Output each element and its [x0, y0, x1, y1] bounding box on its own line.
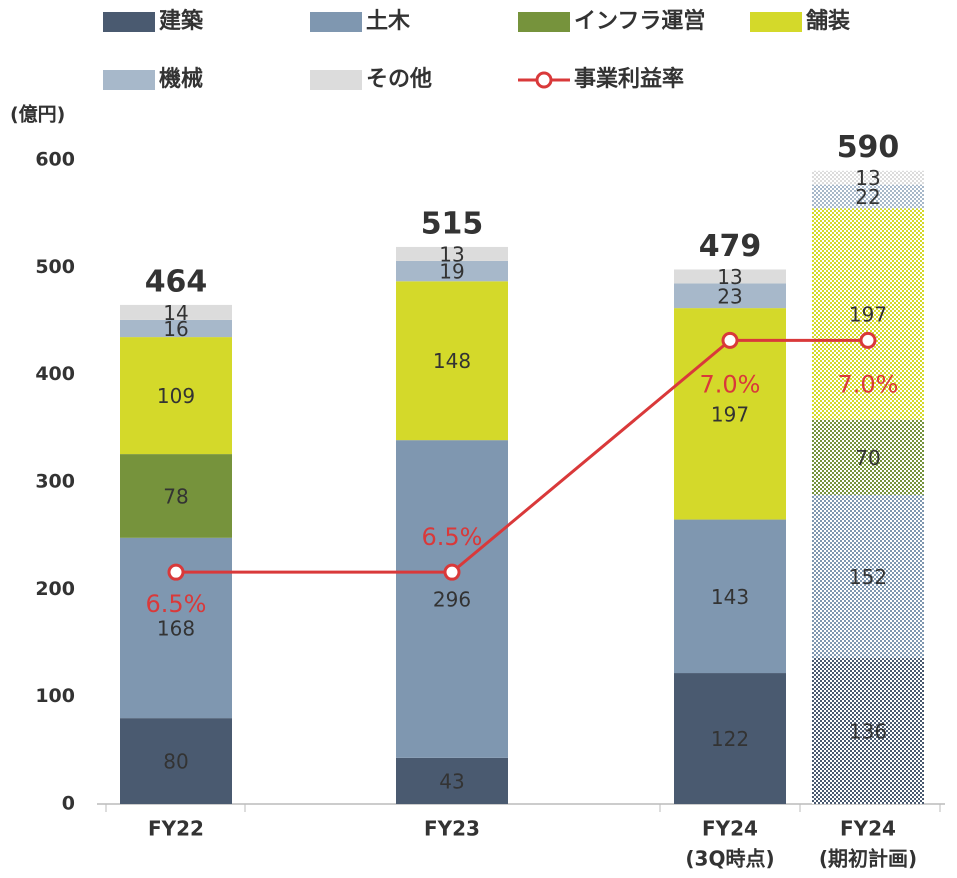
legend-label: 建築 — [159, 8, 204, 34]
y-tick-label: 400 — [35, 363, 75, 385]
data-label: 152 — [849, 565, 887, 589]
line-marker — [167, 563, 185, 581]
legend-marker — [535, 71, 553, 89]
total-label: 479 — [699, 229, 762, 264]
data-label: 14 — [163, 301, 188, 325]
y-tick-label: 0 — [62, 793, 75, 815]
data-label: 23 — [717, 284, 742, 308]
bar-segment — [120, 337, 232, 455]
bar-segment — [674, 269, 786, 284]
data-label: 197 — [849, 303, 887, 327]
data-label: 109 — [157, 384, 195, 408]
data-label: 168 — [157, 616, 195, 640]
data-label: 143 — [711, 585, 749, 609]
legend-label: 事業利益率 — [574, 66, 684, 92]
legend-label: 機械 — [159, 67, 203, 92]
bar-segment — [812, 170, 924, 185]
y-axis-label: (億円) — [10, 103, 65, 126]
line-label: 7.0% — [838, 370, 899, 398]
data-label: 70 — [855, 446, 880, 470]
line — [176, 338, 868, 574]
x-tick-label: (3Q時点) — [685, 847, 774, 871]
data-label: 43 — [439, 769, 464, 793]
line-label: 6.5% — [146, 590, 207, 618]
x-tick-label: FY24 — [702, 817, 758, 841]
bar-segment — [812, 658, 924, 804]
data-label: 197 — [711, 402, 749, 426]
data-label: 122 — [711, 727, 749, 751]
line-marker — [859, 331, 877, 349]
bar-segment — [396, 260, 508, 282]
bar-segment — [812, 419, 924, 495]
total-label: 464 — [145, 264, 208, 299]
bar-segment — [674, 519, 786, 674]
total-label: 590 — [837, 130, 900, 165]
bar-segment — [120, 718, 232, 804]
data-label: 22 — [855, 185, 880, 209]
legend-swatch — [518, 12, 570, 32]
y-tick-label: 600 — [35, 149, 75, 171]
total-label: 515 — [421, 206, 484, 241]
bar-segment — [812, 208, 924, 420]
data-label: 80 — [163, 750, 188, 774]
bar-segment — [396, 440, 508, 758]
data-label: 296 — [433, 587, 471, 611]
bar-segment — [812, 494, 924, 659]
bar-segment — [120, 319, 232, 338]
legend-swatch — [310, 12, 362, 32]
legend-label: インフラ運営 — [574, 8, 705, 34]
bar-segment — [120, 454, 232, 538]
y-tick-label: 200 — [35, 578, 75, 600]
bar-segment — [396, 281, 508, 441]
x-tick-label: FY23 — [424, 817, 480, 841]
y-tick-label: 500 — [35, 256, 75, 278]
bar-segment — [396, 246, 508, 261]
legend-swatch — [103, 12, 155, 32]
legend-label: その他 — [366, 67, 432, 92]
bar-segment — [674, 283, 786, 309]
legend-swatch — [750, 12, 802, 32]
y-tick-label: 300 — [35, 471, 75, 493]
bar-segment — [396, 757, 508, 804]
data-label: 13 — [439, 242, 464, 266]
y-tick-label: 100 — [35, 685, 75, 707]
x-tick-label: FY24 — [840, 817, 896, 841]
x-tick-label: (期初計画) — [819, 847, 917, 871]
legend-label: 舗装 — [805, 8, 850, 34]
line-marker — [721, 331, 739, 349]
data-label: 13 — [855, 166, 880, 190]
line-label: 6.5% — [422, 523, 483, 551]
legend-swatch — [310, 70, 362, 90]
data-label: 136 — [849, 720, 887, 744]
legend-swatch — [103, 70, 155, 90]
bar-segment — [812, 184, 924, 209]
line-marker — [443, 563, 461, 581]
data-label: 19 — [439, 260, 464, 284]
line-label: 7.0% — [700, 370, 761, 398]
data-label: 13 — [717, 265, 742, 289]
legend-label: 土木 — [366, 9, 411, 34]
data-label: 148 — [433, 349, 471, 373]
data-label: 16 — [163, 317, 188, 341]
data-label: 78 — [163, 484, 188, 508]
bar-segment — [120, 304, 232, 320]
bar-segment — [674, 673, 786, 804]
x-tick-label: FY22 — [148, 817, 204, 841]
